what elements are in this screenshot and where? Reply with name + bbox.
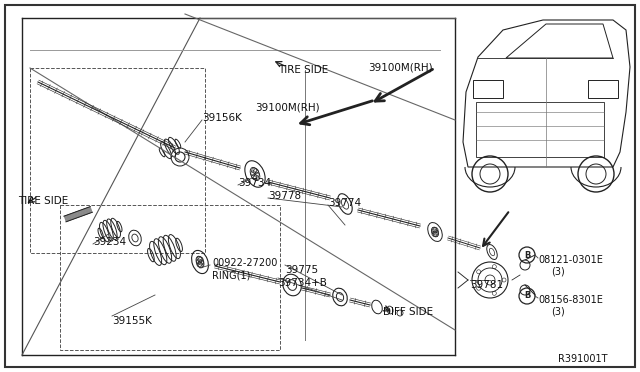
Text: 39775: 39775: [285, 265, 318, 275]
Text: R391001T: R391001T: [558, 354, 607, 364]
Text: 08121-0301E: 08121-0301E: [538, 255, 603, 265]
Text: 08156-8301E: 08156-8301E: [538, 295, 603, 305]
Text: 39234: 39234: [93, 237, 126, 247]
Text: 39774: 39774: [328, 198, 361, 208]
Bar: [473, 80, 503, 98]
Text: TIRE SIDE: TIRE SIDE: [278, 65, 328, 75]
Text: 39155K: 39155K: [112, 316, 152, 326]
Text: 39100M(RH): 39100M(RH): [255, 103, 319, 113]
Text: B: B: [524, 292, 530, 301]
Text: (3): (3): [551, 267, 564, 277]
Bar: [476, 102, 604, 157]
Text: 39778: 39778: [268, 191, 301, 201]
Text: 39781: 39781: [470, 280, 503, 290]
Text: 39100M(RH): 39100M(RH): [368, 62, 433, 72]
Text: RING(1): RING(1): [212, 270, 250, 280]
Text: 39734+B: 39734+B: [278, 278, 327, 288]
Text: 00922-27200: 00922-27200: [212, 258, 277, 268]
Text: (3): (3): [551, 307, 564, 317]
Bar: [60, 205, 280, 350]
Bar: [30, 68, 205, 253]
Bar: [588, 80, 618, 98]
Text: DIFF SIDE: DIFF SIDE: [383, 307, 433, 317]
Text: B: B: [524, 250, 530, 260]
Text: 39156K: 39156K: [202, 113, 242, 123]
Text: 39734: 39734: [238, 178, 271, 188]
Text: TIRE SIDE: TIRE SIDE: [18, 196, 68, 206]
